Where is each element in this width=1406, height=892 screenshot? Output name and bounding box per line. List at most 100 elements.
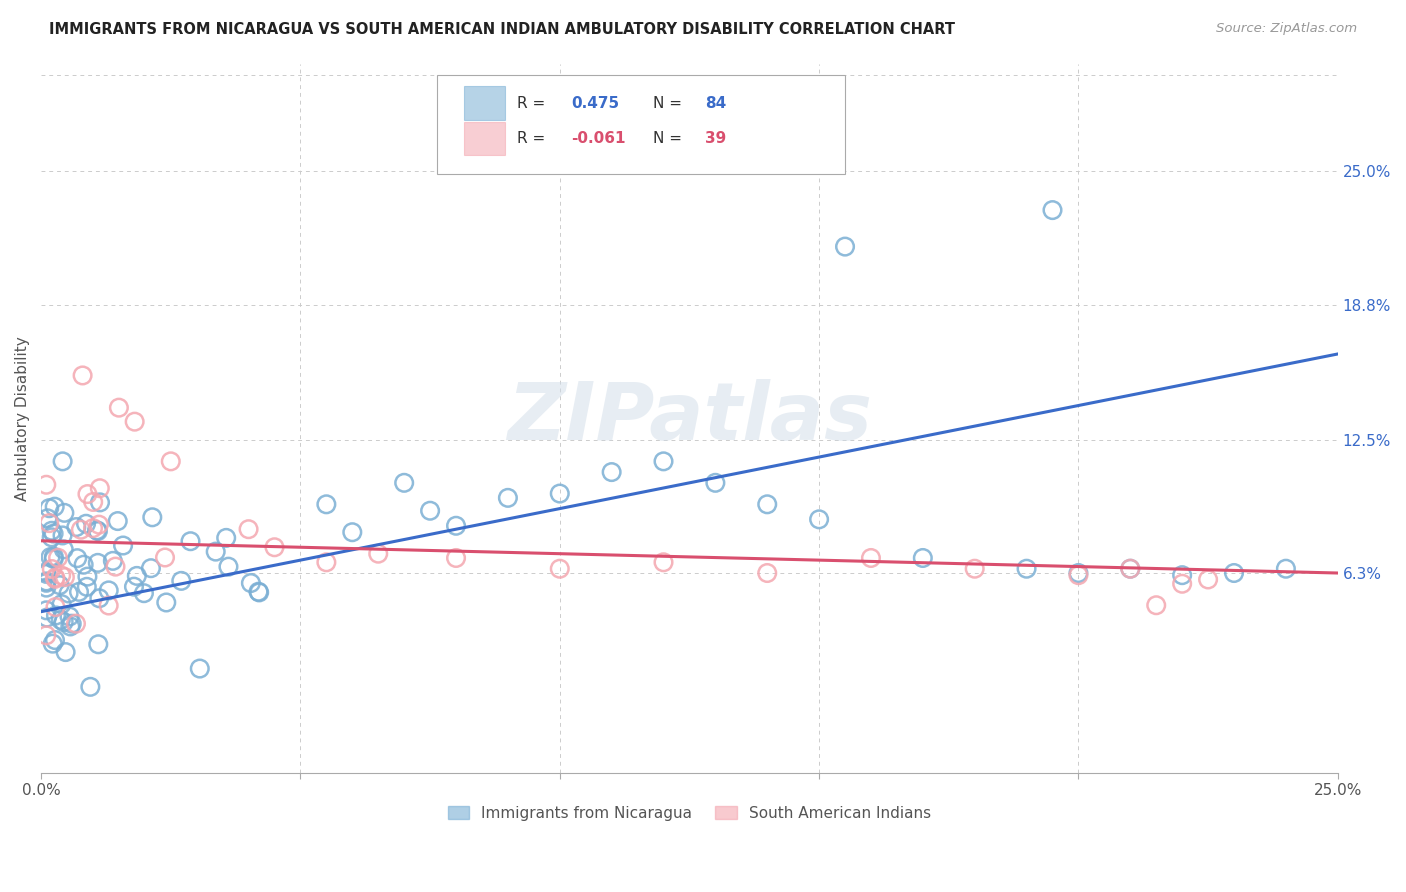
Point (122, 580, 145, 594)
Text: R =: R = (517, 131, 550, 146)
Y-axis label: Ambulatory Disability: Ambulatory Disability (15, 336, 30, 500)
Point (49, 613, 72, 627)
Point (59, 619, 82, 633)
Point (239, 576, 262, 591)
Point (1171, 576, 1194, 591)
Point (548, 486, 571, 500)
Point (44, 500, 66, 514)
Point (112, 539, 135, 553)
Point (37, 511, 59, 525)
Point (652, 454, 675, 468)
Point (42, 549, 65, 564)
Point (42, 526, 65, 541)
Point (45, 608, 67, 623)
Point (1119, 562, 1142, 576)
Point (496, 491, 519, 505)
Point (52, 542, 75, 557)
Point (1015, 562, 1038, 576)
Point (35, 610, 58, 624)
Point (204, 544, 226, 558)
Text: Source: ZipAtlas.com: Source: ZipAtlas.com (1216, 22, 1357, 36)
Point (51, 597, 73, 611)
Text: IMMIGRANTS FROM NICARAGUA VS SOUTH AMERICAN INDIAN AMBULATORY DISABILITY CORRELA: IMMIGRANTS FROM NICARAGUA VS SOUTH AMERI… (49, 22, 955, 37)
Point (97, 599, 120, 613)
Point (124, 415, 146, 429)
Point (247, 585, 270, 599)
Point (125, 569, 148, 583)
FancyBboxPatch shape (464, 122, 505, 155)
Point (132, 586, 155, 600)
Point (1144, 599, 1167, 613)
Point (756, 497, 779, 511)
Point (48, 578, 70, 592)
Text: R =: R = (517, 95, 550, 111)
Point (1223, 566, 1246, 580)
Point (35, 628, 58, 642)
Point (55, 645, 77, 659)
Point (65, 616, 87, 631)
Legend: Immigrants from Nicaragua, South American Indians: Immigrants from Nicaragua, South America… (443, 801, 935, 825)
Point (41, 524, 63, 538)
Point (35, 565, 58, 579)
Point (72, 368, 94, 383)
Point (89, 495, 111, 509)
Text: N =: N = (654, 95, 688, 111)
Point (66, 551, 89, 566)
Point (79, 680, 101, 694)
Point (53, 506, 76, 520)
Point (75, 516, 97, 531)
Point (38, 516, 60, 530)
Point (1197, 573, 1219, 587)
Point (51, 528, 73, 542)
Point (1067, 566, 1090, 580)
Text: -0.061: -0.061 (571, 131, 626, 146)
Point (652, 555, 675, 569)
Point (756, 566, 779, 580)
Point (97, 583, 120, 598)
Point (1275, 562, 1298, 576)
Point (141, 510, 163, 524)
Point (35, 566, 58, 581)
Point (35, 477, 58, 491)
Point (44, 572, 66, 586)
Point (108, 401, 131, 415)
Point (392, 475, 415, 490)
Point (87, 637, 110, 651)
Text: 39: 39 (704, 131, 727, 146)
Point (35, 575, 58, 590)
Point (159, 454, 181, 468)
Point (1042, 203, 1064, 218)
Point (52, 615, 75, 629)
Point (963, 562, 986, 576)
Point (60, 616, 83, 631)
Point (53, 570, 76, 584)
Point (859, 551, 882, 566)
Text: N =: N = (654, 131, 688, 146)
Point (87, 524, 110, 538)
Point (67, 585, 90, 599)
Text: ZIPatlas: ZIPatlas (508, 379, 872, 458)
Point (104, 559, 127, 574)
FancyBboxPatch shape (437, 75, 845, 174)
Point (42, 552, 65, 566)
FancyBboxPatch shape (464, 87, 505, 120)
Point (107, 514, 129, 528)
Point (1119, 562, 1142, 576)
Point (834, 239, 856, 253)
Text: 84: 84 (704, 95, 727, 111)
Point (444, 551, 467, 566)
Point (170, 574, 193, 588)
Point (87, 517, 110, 532)
Point (42, 637, 65, 651)
Point (217, 559, 239, 574)
Point (58, 586, 80, 600)
Point (58, 609, 80, 624)
Point (247, 584, 270, 599)
Point (179, 534, 201, 549)
Point (153, 550, 176, 565)
Point (82, 495, 104, 509)
Point (367, 547, 389, 561)
Point (263, 541, 285, 555)
Point (600, 465, 623, 479)
Point (46, 550, 69, 565)
